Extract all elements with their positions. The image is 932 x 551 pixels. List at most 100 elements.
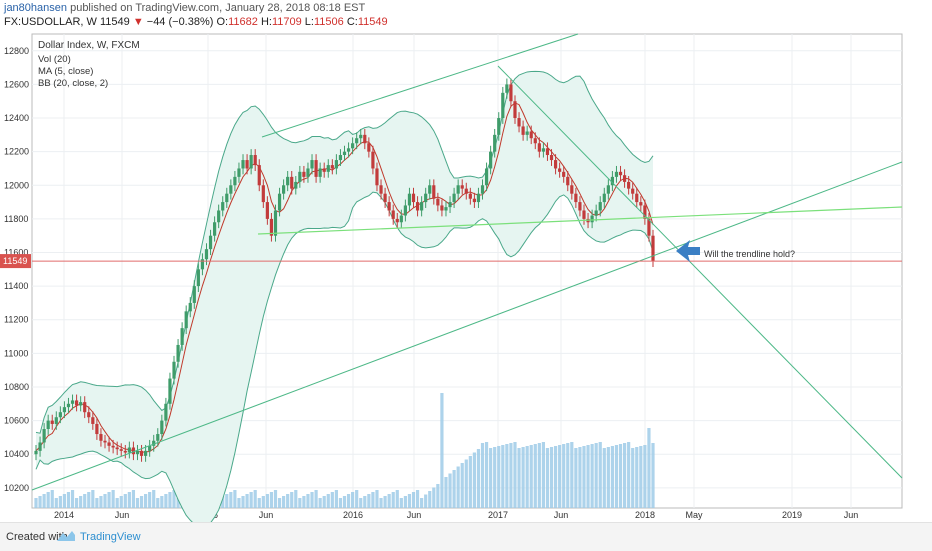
candle-body xyxy=(480,185,485,194)
volume-bar xyxy=(549,447,554,508)
tradingview-logo-icon xyxy=(57,531,75,541)
candle-body xyxy=(208,235,213,250)
volume-bar xyxy=(277,498,282,508)
y-tick-label: 12600 xyxy=(4,79,29,89)
volume-bar xyxy=(493,447,497,508)
x-tick-label: 2018 xyxy=(635,510,655,520)
volume-bar xyxy=(249,492,253,508)
x-tick-label: Jun xyxy=(259,510,274,520)
volume-bar xyxy=(436,484,440,508)
candle-body xyxy=(62,407,67,413)
candle-body xyxy=(553,160,558,169)
legend-entry: MA (5, close) xyxy=(38,66,93,77)
volume-bar xyxy=(566,443,570,508)
volume-bar xyxy=(294,490,298,508)
volume-bar xyxy=(107,492,111,508)
candle-body xyxy=(635,193,639,203)
candle-body xyxy=(456,185,460,194)
candle-body xyxy=(602,193,606,203)
volume-bar xyxy=(428,491,432,508)
volume-bar xyxy=(545,448,550,508)
volume-bar xyxy=(135,498,140,508)
y-tick-label: 11200 xyxy=(4,315,28,325)
volume-bar xyxy=(505,444,509,508)
volume-bar xyxy=(452,470,456,508)
volume-bar xyxy=(379,498,383,508)
volume-bar xyxy=(229,492,233,508)
volume-bar xyxy=(119,496,123,508)
volume-bar xyxy=(383,496,387,508)
x-tick-label: Jun xyxy=(115,510,130,520)
volume-bar xyxy=(66,492,71,508)
volume-bar xyxy=(525,446,529,508)
volume-bar xyxy=(440,393,444,508)
tradingview-brand-link[interactable]: TradingView xyxy=(80,531,141,543)
volume-bar xyxy=(91,490,95,508)
author-link[interactable]: jan80hansen xyxy=(4,2,68,14)
volume-bar xyxy=(326,494,330,508)
volume-bar xyxy=(647,428,651,508)
candle-body xyxy=(411,193,416,203)
volume-bar xyxy=(62,494,67,508)
candle-body xyxy=(107,442,111,446)
volume-bar xyxy=(282,496,286,508)
last-price-tag xyxy=(0,254,31,269)
long-term-trendline xyxy=(31,161,903,491)
candle-body xyxy=(570,185,574,194)
volume-bar xyxy=(444,477,448,508)
volume-bar xyxy=(143,494,148,508)
volume-bar xyxy=(574,448,578,508)
candle-body xyxy=(472,198,476,203)
candle-body xyxy=(176,344,180,362)
volume-bar xyxy=(618,444,623,508)
candle-body xyxy=(180,328,184,345)
created-with-label: Created with xyxy=(6,531,68,543)
volume-bar xyxy=(342,496,347,508)
volume-bar xyxy=(310,492,314,508)
candle-body xyxy=(42,429,46,443)
candle-body xyxy=(306,168,310,177)
volume-bar xyxy=(269,492,274,508)
candle-body xyxy=(200,259,205,270)
candle-body xyxy=(66,403,71,408)
price-chart[interactable]: 10200 10400 10600 10800 11000 11200 11400 11600… xyxy=(0,0,932,522)
candle-body xyxy=(148,445,152,451)
volume-bar xyxy=(501,445,505,508)
volume-bar xyxy=(290,492,294,508)
volume-bar xyxy=(273,490,278,508)
candle-body xyxy=(115,447,119,450)
volume-bar xyxy=(521,447,525,508)
volume-bar xyxy=(298,498,302,508)
volume-bar xyxy=(484,442,489,508)
volume-bar xyxy=(265,494,269,508)
published-text: published on TradingView.com, January 28… xyxy=(70,2,366,14)
candle-body xyxy=(164,403,168,421)
volume-bar xyxy=(241,496,245,508)
volume-bar xyxy=(257,498,261,508)
volume-bar xyxy=(176,498,180,508)
candle-body xyxy=(172,361,176,379)
candle-body xyxy=(387,202,391,211)
candle-body xyxy=(265,202,269,219)
volume-bar xyxy=(355,490,359,508)
volume-bar xyxy=(123,494,127,508)
candle-body xyxy=(590,215,594,223)
volume-bar xyxy=(359,498,363,508)
volume-bar xyxy=(582,446,586,508)
candle-body xyxy=(54,417,58,424)
candle-body xyxy=(598,202,602,211)
annotation-arrow-icon xyxy=(676,240,700,262)
high-value: 11709 xyxy=(271,16,302,28)
candle-body xyxy=(257,165,261,186)
candle-body xyxy=(135,450,140,455)
candle-body xyxy=(261,185,265,203)
candle-body xyxy=(34,450,38,455)
close-value: 11549 xyxy=(357,16,388,28)
volume-bar xyxy=(54,498,58,508)
low-label: L: xyxy=(304,16,314,28)
candle-body xyxy=(131,447,136,455)
volume-bar xyxy=(87,492,91,508)
candle-body xyxy=(521,126,525,135)
candle-body xyxy=(269,218,274,236)
candle-body xyxy=(253,155,257,166)
